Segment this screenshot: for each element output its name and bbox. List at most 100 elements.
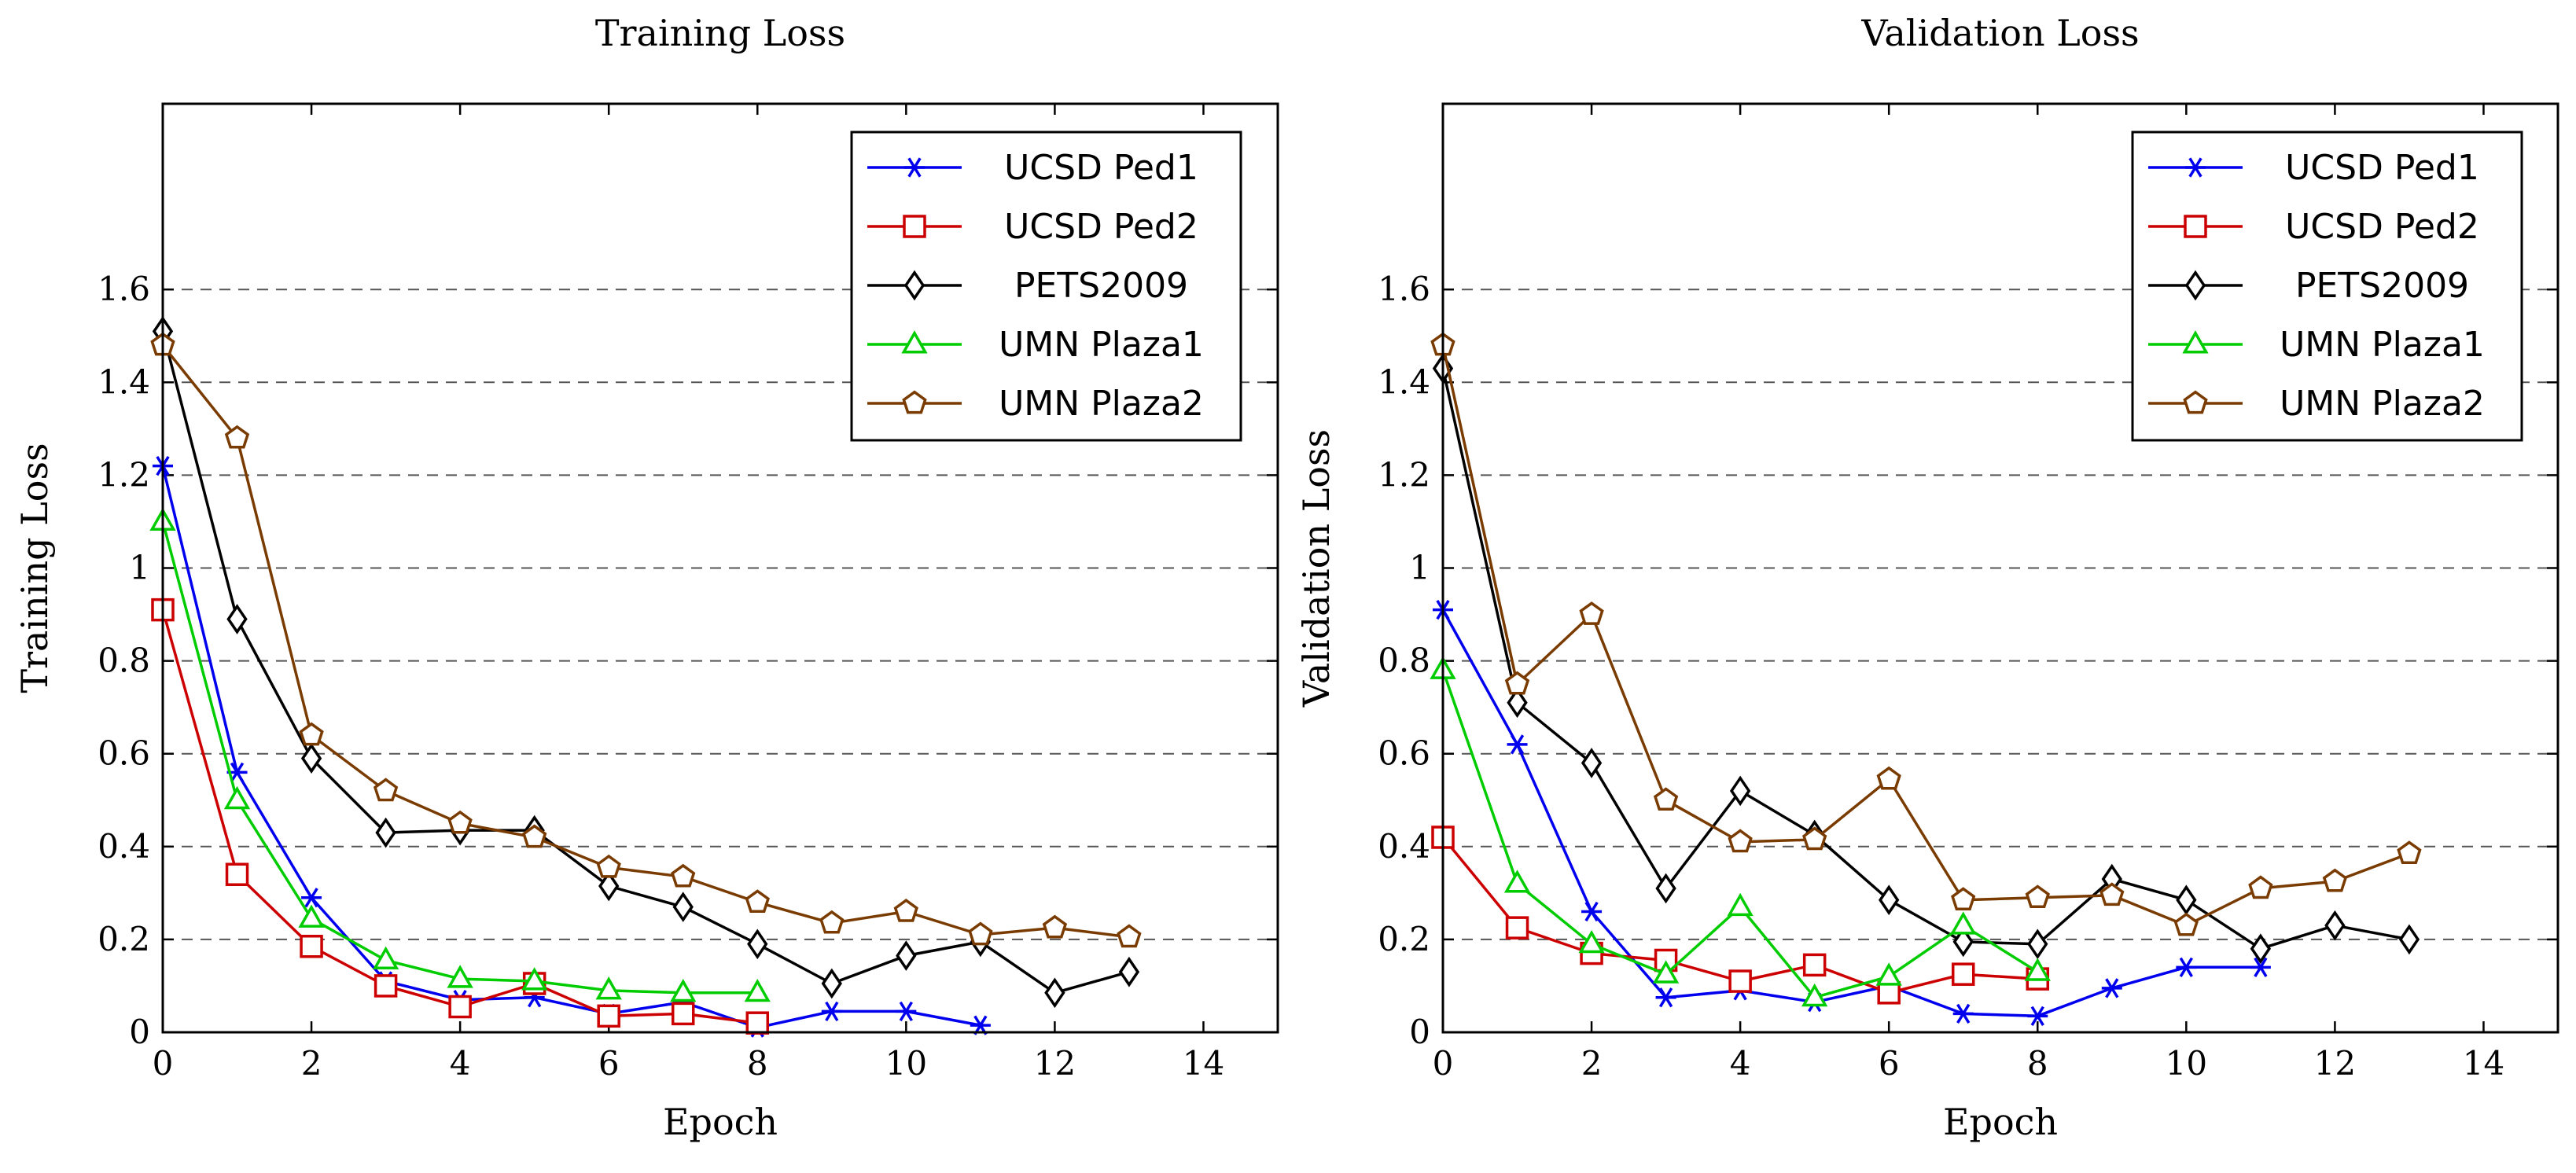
y-tick-label: 1 <box>129 549 150 587</box>
data-point <box>300 743 322 774</box>
data-point <box>2176 957 2197 977</box>
y-tick-label: 1.6 <box>98 270 150 308</box>
data-point <box>1579 601 1604 625</box>
legend-item: UCSD Ped1 <box>867 148 1198 188</box>
data-point <box>1655 873 1676 904</box>
x-tick-label: 10 <box>2166 1044 2207 1083</box>
data-point <box>1117 924 1142 948</box>
data-point <box>819 910 845 934</box>
data-point <box>1118 956 1140 987</box>
y-tick-label: 0.8 <box>1378 642 1430 680</box>
data-point <box>1728 969 1752 993</box>
data-point <box>521 967 548 991</box>
data-point <box>2248 875 2273 899</box>
data-point <box>1727 892 1754 917</box>
data-point <box>298 904 325 928</box>
x-axis-label: Epoch <box>663 1101 778 1143</box>
legend-marker <box>2184 215 2207 238</box>
legend-item: PETS2009 <box>2148 266 2469 306</box>
legend-label: UCSD Ped2 <box>2285 207 2479 247</box>
x-axis-label: Epoch <box>1943 1101 2058 1143</box>
data-point <box>1876 766 1901 790</box>
series-line <box>161 465 981 1029</box>
y-tick-label: 1.6 <box>1378 270 1430 308</box>
legend-label: PETS2009 <box>2295 266 2469 306</box>
plot-frame <box>1441 102 2559 1034</box>
data-point <box>1875 962 1902 986</box>
series-ucsd-ped2 <box>1431 826 2050 1005</box>
data-point <box>301 888 322 908</box>
legend-marker <box>2184 270 2206 301</box>
y-tick-label: 0.2 <box>98 920 150 958</box>
series-line <box>1441 609 2261 1018</box>
data-point <box>1950 911 1977 935</box>
data-point <box>745 1011 770 1035</box>
y-axis-label: Validation Loss <box>1295 429 1338 708</box>
legend-item: UCSD Ped1 <box>2148 148 2479 188</box>
y-tick-label: 1.2 <box>1378 455 1430 494</box>
series-pets2009 <box>1432 353 2420 965</box>
legend-item: UMN Plaza1 <box>2148 325 2485 365</box>
data-point <box>225 862 249 886</box>
legend-marker <box>901 330 928 354</box>
legend-label: UMN Plaza1 <box>999 325 1204 365</box>
data-point <box>299 722 324 746</box>
data-point <box>2398 924 2420 955</box>
data-point <box>1581 901 1603 922</box>
legend-item: UMN Plaza2 <box>2148 384 2485 424</box>
data-point <box>2025 884 2050 909</box>
data-point <box>2324 910 2346 941</box>
y-tick-label: 1.4 <box>98 362 150 401</box>
series-line <box>161 520 758 995</box>
data-point <box>1728 829 1753 853</box>
x-tick-label: 0 <box>1433 1044 1454 1083</box>
data-point <box>2322 868 2348 892</box>
x-tick-label: 14 <box>2463 1044 2504 1083</box>
data-point <box>2024 958 2051 981</box>
data-point <box>522 824 547 848</box>
data-point <box>447 810 473 834</box>
data-point <box>744 978 771 1002</box>
series-ucsd-ped1 <box>153 455 991 1038</box>
legend-box <box>850 131 1242 442</box>
series-umn-plaza1 <box>149 507 771 1002</box>
data-point <box>1952 926 1974 958</box>
data-point <box>2250 933 2272 965</box>
x-tick-label: 8 <box>2027 1044 2048 1083</box>
series-umn-plaza2 <box>150 332 1142 948</box>
legend-label: PETS2009 <box>1014 266 1188 306</box>
data-point <box>893 899 918 922</box>
data-point <box>1044 977 1065 1009</box>
y-tick-label: 0.8 <box>98 642 150 680</box>
data-point <box>374 974 398 998</box>
data-point <box>896 940 917 971</box>
legend-label: UCSD Ped2 <box>1004 207 1198 247</box>
data-point <box>223 785 251 810</box>
x-tick-label: 6 <box>1879 1044 1900 1083</box>
legend-marker <box>903 270 926 301</box>
series-line <box>1441 344 2410 927</box>
data-point <box>1652 960 1680 984</box>
y-tick-label: 0.6 <box>98 734 150 773</box>
legend-marker <box>2185 157 2206 178</box>
series-umn-plaza1 <box>1430 656 2051 1007</box>
x-tick-label: 2 <box>1581 1044 1603 1083</box>
y-tick-label: 0.4 <box>1378 827 1430 866</box>
legend: UCSD Ped1 UCSD Ped2 PETS2009 UMN Plaza1 UMN … <box>2131 131 2523 442</box>
data-point <box>896 1001 917 1022</box>
data-point <box>1952 1003 1974 1024</box>
series-line <box>161 344 1130 939</box>
legend-marker <box>2183 390 2208 414</box>
chart-panel-1: Training Loss 0 0.2 0.4 0.6 0.8 1 1.2 1.4 1.6 0 2 4 6… <box>13 12 1279 1143</box>
legend-item: PETS2009 <box>867 266 1188 306</box>
series-umn-plaza2 <box>1430 332 2422 936</box>
chart-title: Validation Loss <box>1860 12 2139 54</box>
data-point <box>372 946 399 969</box>
legend-label: UMN Plaza2 <box>999 384 1204 424</box>
data-point <box>1581 748 1603 778</box>
x-tick-label: 12 <box>1034 1044 1076 1083</box>
legend-marker <box>902 390 927 414</box>
data-point <box>447 965 473 988</box>
data-point <box>597 1004 620 1028</box>
